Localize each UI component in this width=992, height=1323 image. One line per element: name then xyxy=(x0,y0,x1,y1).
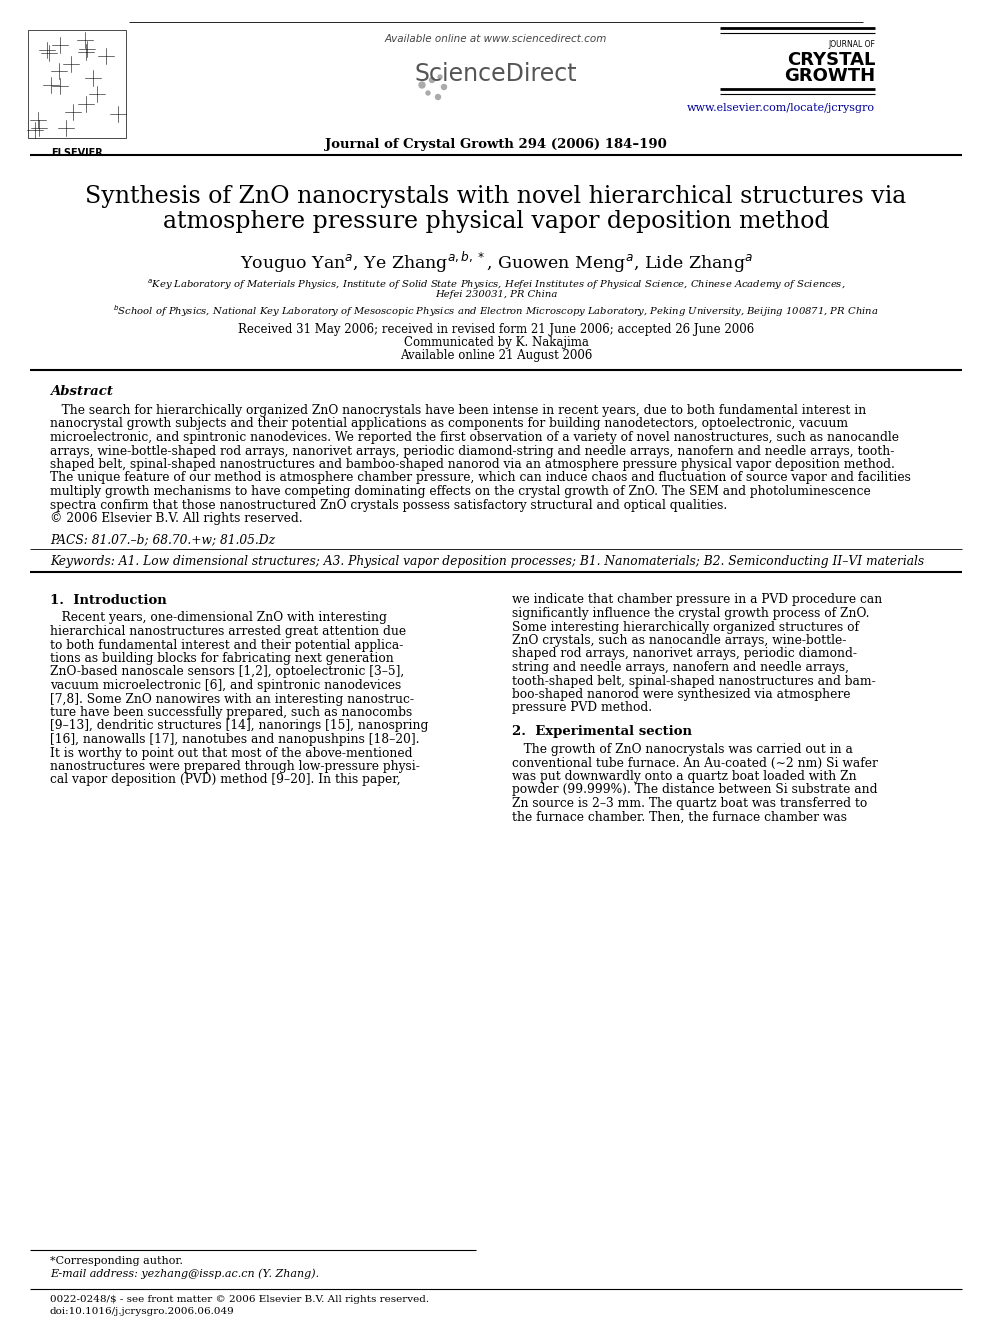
Text: we indicate that chamber pressure in a PVD procedure can: we indicate that chamber pressure in a P… xyxy=(512,594,882,606)
Text: CRYSTAL: CRYSTAL xyxy=(787,52,875,69)
Text: PACS: 81.07.–b; 68.70.+w; 81.05.Dz: PACS: 81.07.–b; 68.70.+w; 81.05.Dz xyxy=(50,533,275,546)
Text: Recent years, one-dimensional ZnO with interesting: Recent years, one-dimensional ZnO with i… xyxy=(50,611,387,624)
Text: E-mail address: yezhang@issp.ac.cn (Y. Zhang).: E-mail address: yezhang@issp.ac.cn (Y. Z… xyxy=(50,1267,319,1278)
Text: 1.  Introduction: 1. Introduction xyxy=(50,594,167,606)
Circle shape xyxy=(419,82,425,89)
Circle shape xyxy=(435,94,440,99)
Text: arrays, wine-bottle-shaped rod arrays, nanorivet arrays, periodic diamond-string: arrays, wine-bottle-shaped rod arrays, n… xyxy=(50,445,895,458)
Text: conventional tube furnace. An Au-coated (∼2 nm) Si wafer: conventional tube furnace. An Au-coated … xyxy=(512,757,878,770)
Text: was put downwardly onto a quartz boat loaded with Zn: was put downwardly onto a quartz boat lo… xyxy=(512,770,857,783)
Circle shape xyxy=(426,91,430,95)
Text: significantly influence the crystal growth process of ZnO.: significantly influence the crystal grow… xyxy=(512,607,870,620)
Text: GROWTH: GROWTH xyxy=(784,67,875,85)
Bar xyxy=(28,30,126,138)
Text: $^a$Key Laboratory of Materials Physics, Institute of Solid State Physics, Hefei: $^a$Key Laboratory of Materials Physics,… xyxy=(147,278,845,292)
Text: multiply growth mechanisms to have competing dominating effects on the crystal g: multiply growth mechanisms to have compe… xyxy=(50,486,871,497)
Text: microelectronic, and spintronic nanodevices. We reported the first observation o: microelectronic, and spintronic nanodevi… xyxy=(50,431,899,445)
Text: It is worthy to point out that most of the above-mentioned: It is worthy to point out that most of t… xyxy=(50,746,413,759)
Text: boo-shaped nanorod were synthesized via atmosphere: boo-shaped nanorod were synthesized via … xyxy=(512,688,850,701)
Text: shaped belt, spinal-shaped nanostructures and bamboo-shaped nanorod via an atmos: shaped belt, spinal-shaped nanostructure… xyxy=(50,458,895,471)
Text: Available online 21 August 2006: Available online 21 August 2006 xyxy=(400,349,592,363)
Text: The unique feature of our method is atmosphere chamber pressure, which can induc: The unique feature of our method is atmo… xyxy=(50,471,911,484)
Text: 2.  Experimental section: 2. Experimental section xyxy=(512,725,692,738)
Text: Some interesting hierarchically organized structures of: Some interesting hierarchically organize… xyxy=(512,620,859,634)
Text: 0022-0248/$ - see front matter © 2006 Elsevier B.V. All rights reserved.: 0022-0248/$ - see front matter © 2006 El… xyxy=(50,1295,430,1304)
Text: Youguo Yan$^a$, Ye Zhang$^{a,b,*}$, Guowen Meng$^a$, Lide Zhang$^a$: Youguo Yan$^a$, Ye Zhang$^{a,b,*}$, Guow… xyxy=(239,250,753,275)
Text: spectra confirm that those nanostructured ZnO crystals possess satisfactory stru: spectra confirm that those nanostructure… xyxy=(50,499,727,512)
Circle shape xyxy=(430,78,434,82)
Text: tooth-shaped belt, spinal-shaped nanostructures and bam-: tooth-shaped belt, spinal-shaped nanostr… xyxy=(512,675,876,688)
Text: Received 31 May 2006; received in revised form 21 June 2006; accepted 26 June 20: Received 31 May 2006; received in revise… xyxy=(238,323,754,336)
Text: *Corresponding author.: *Corresponding author. xyxy=(50,1256,183,1266)
Text: www.elsevier.com/locate/jcrysgro: www.elsevier.com/locate/jcrysgro xyxy=(687,103,875,112)
Text: Communicated by K. Nakajima: Communicated by K. Nakajima xyxy=(404,336,588,349)
Text: [16], nanowalls [17], nanotubes and nanopushpins [18–20].: [16], nanowalls [17], nanotubes and nano… xyxy=(50,733,420,746)
Text: tions as building blocks for fabricating next generation: tions as building blocks for fabricating… xyxy=(50,652,394,665)
Text: the furnace chamber. Then, the furnace chamber was: the furnace chamber. Then, the furnace c… xyxy=(512,811,847,823)
Text: vacuum microelectronic [6], and spintronic nanodevices: vacuum microelectronic [6], and spintron… xyxy=(50,679,401,692)
Circle shape xyxy=(441,85,446,90)
Text: powder (99.999%). The distance between Si substrate and: powder (99.999%). The distance between S… xyxy=(512,783,878,796)
Text: doi:10.1016/j.jcrysgro.2006.06.049: doi:10.1016/j.jcrysgro.2006.06.049 xyxy=(50,1307,235,1316)
Text: [9–13], dendritic structures [14], nanorings [15], nanospring: [9–13], dendritic structures [14], nanor… xyxy=(50,720,429,733)
Text: hierarchical nanostructures arrested great attention due: hierarchical nanostructures arrested gre… xyxy=(50,624,406,638)
Text: ture have been successfully prepared, such as nanocombs: ture have been successfully prepared, su… xyxy=(50,706,413,718)
Text: Hefei 230031, PR China: Hefei 230031, PR China xyxy=(434,290,558,299)
Text: atmosphere pressure physical vapor deposition method: atmosphere pressure physical vapor depos… xyxy=(163,210,829,233)
Text: shaped rod arrays, nanorivet arrays, periodic diamond-: shaped rod arrays, nanorivet arrays, per… xyxy=(512,647,857,660)
Text: Keywords: A1. Low dimensional structures; A3. Physical vapor deposition processe: Keywords: A1. Low dimensional structures… xyxy=(50,556,925,569)
Text: ScienceDirect: ScienceDirect xyxy=(415,62,577,86)
Text: JOURNAL OF: JOURNAL OF xyxy=(828,40,875,49)
Text: Abstract: Abstract xyxy=(50,385,113,398)
Text: The search for hierarchically organized ZnO nanocrystals have been intense in re: The search for hierarchically organized … xyxy=(50,404,866,417)
Text: The growth of ZnO nanocrystals was carried out in a: The growth of ZnO nanocrystals was carri… xyxy=(512,744,853,755)
Text: $^b$School of Physics, National Key Laboratory of Mesoscopic Physics and Electro: $^b$School of Physics, National Key Labo… xyxy=(113,303,879,319)
Text: nanocrystal growth subjects and their potential applications as components for b: nanocrystal growth subjects and their po… xyxy=(50,418,848,430)
Text: [7,8]. Some ZnO nanowires with an interesting nanostruc-: [7,8]. Some ZnO nanowires with an intere… xyxy=(50,692,414,705)
Text: string and needle arrays, nanofern and needle arrays,: string and needle arrays, nanofern and n… xyxy=(512,662,849,673)
Text: Available online at www.sciencedirect.com: Available online at www.sciencedirect.co… xyxy=(385,34,607,44)
Text: cal vapor deposition (PVD) method [9–20]. In this paper,: cal vapor deposition (PVD) method [9–20]… xyxy=(50,774,401,786)
Text: ELSEVIER: ELSEVIER xyxy=(52,148,103,157)
Text: Zn source is 2–3 mm. The quartz boat was transferred to: Zn source is 2–3 mm. The quartz boat was… xyxy=(512,796,867,810)
Text: © 2006 Elsevier B.V. All rights reserved.: © 2006 Elsevier B.V. All rights reserved… xyxy=(50,512,303,525)
Text: ZnO-based nanoscale sensors [1,2], optoelectronic [3–5],: ZnO-based nanoscale sensors [1,2], optoe… xyxy=(50,665,405,679)
Circle shape xyxy=(438,75,442,79)
Text: to both fundamental interest and their potential applica-: to both fundamental interest and their p… xyxy=(50,639,404,651)
Text: pressure PVD method.: pressure PVD method. xyxy=(512,701,652,714)
Text: ZnO crystals, such as nanocandle arrays, wine-bottle-: ZnO crystals, such as nanocandle arrays,… xyxy=(512,634,846,647)
Text: nanostructures were prepared through low-pressure physi-: nanostructures were prepared through low… xyxy=(50,759,420,773)
Text: Synthesis of ZnO nanocrystals with novel hierarchical structures via: Synthesis of ZnO nanocrystals with novel… xyxy=(85,185,907,208)
Text: Journal of Crystal Growth 294 (2006) 184–190: Journal of Crystal Growth 294 (2006) 184… xyxy=(325,138,667,151)
